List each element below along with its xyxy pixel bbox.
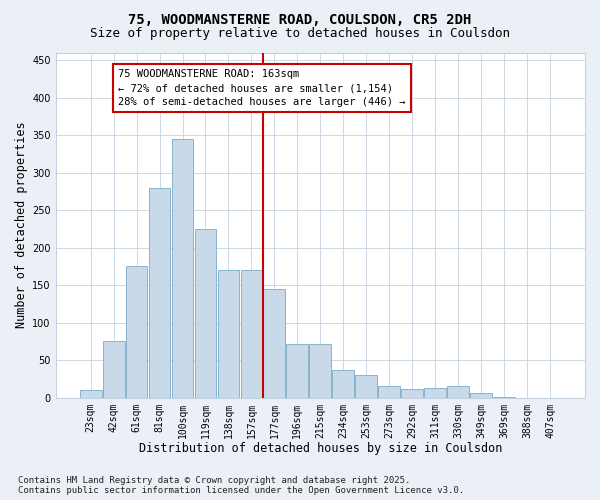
Bar — [172, 139, 193, 398]
Text: Contains HM Land Registry data © Crown copyright and database right 2025.
Contai: Contains HM Land Registry data © Crown c… — [18, 476, 464, 495]
Bar — [194, 229, 217, 398]
Bar — [241, 270, 262, 398]
Bar — [332, 370, 354, 398]
Bar — [103, 342, 125, 398]
Bar — [447, 386, 469, 398]
Bar — [424, 388, 446, 398]
Text: Size of property relative to detached houses in Coulsdon: Size of property relative to detached ho… — [90, 28, 510, 40]
Bar — [310, 344, 331, 398]
Bar — [401, 388, 423, 398]
Bar — [493, 397, 515, 398]
Bar — [218, 270, 239, 398]
Bar — [125, 266, 148, 398]
Bar — [379, 386, 400, 398]
Bar — [355, 375, 377, 398]
Bar — [470, 393, 492, 398]
Bar — [149, 188, 170, 398]
Text: 75 WOODMANSTERNE ROAD: 163sqm
← 72% of detached houses are smaller (1,154)
28% o: 75 WOODMANSTERNE ROAD: 163sqm ← 72% of d… — [118, 69, 406, 107]
Bar — [263, 289, 285, 398]
Bar — [286, 344, 308, 398]
Text: 75, WOODMANSTERNE ROAD, COULSDON, CR5 2DH: 75, WOODMANSTERNE ROAD, COULSDON, CR5 2D… — [128, 12, 472, 26]
Bar — [80, 390, 101, 398]
X-axis label: Distribution of detached houses by size in Coulsdon: Distribution of detached houses by size … — [139, 442, 502, 455]
Y-axis label: Number of detached properties: Number of detached properties — [15, 122, 28, 328]
